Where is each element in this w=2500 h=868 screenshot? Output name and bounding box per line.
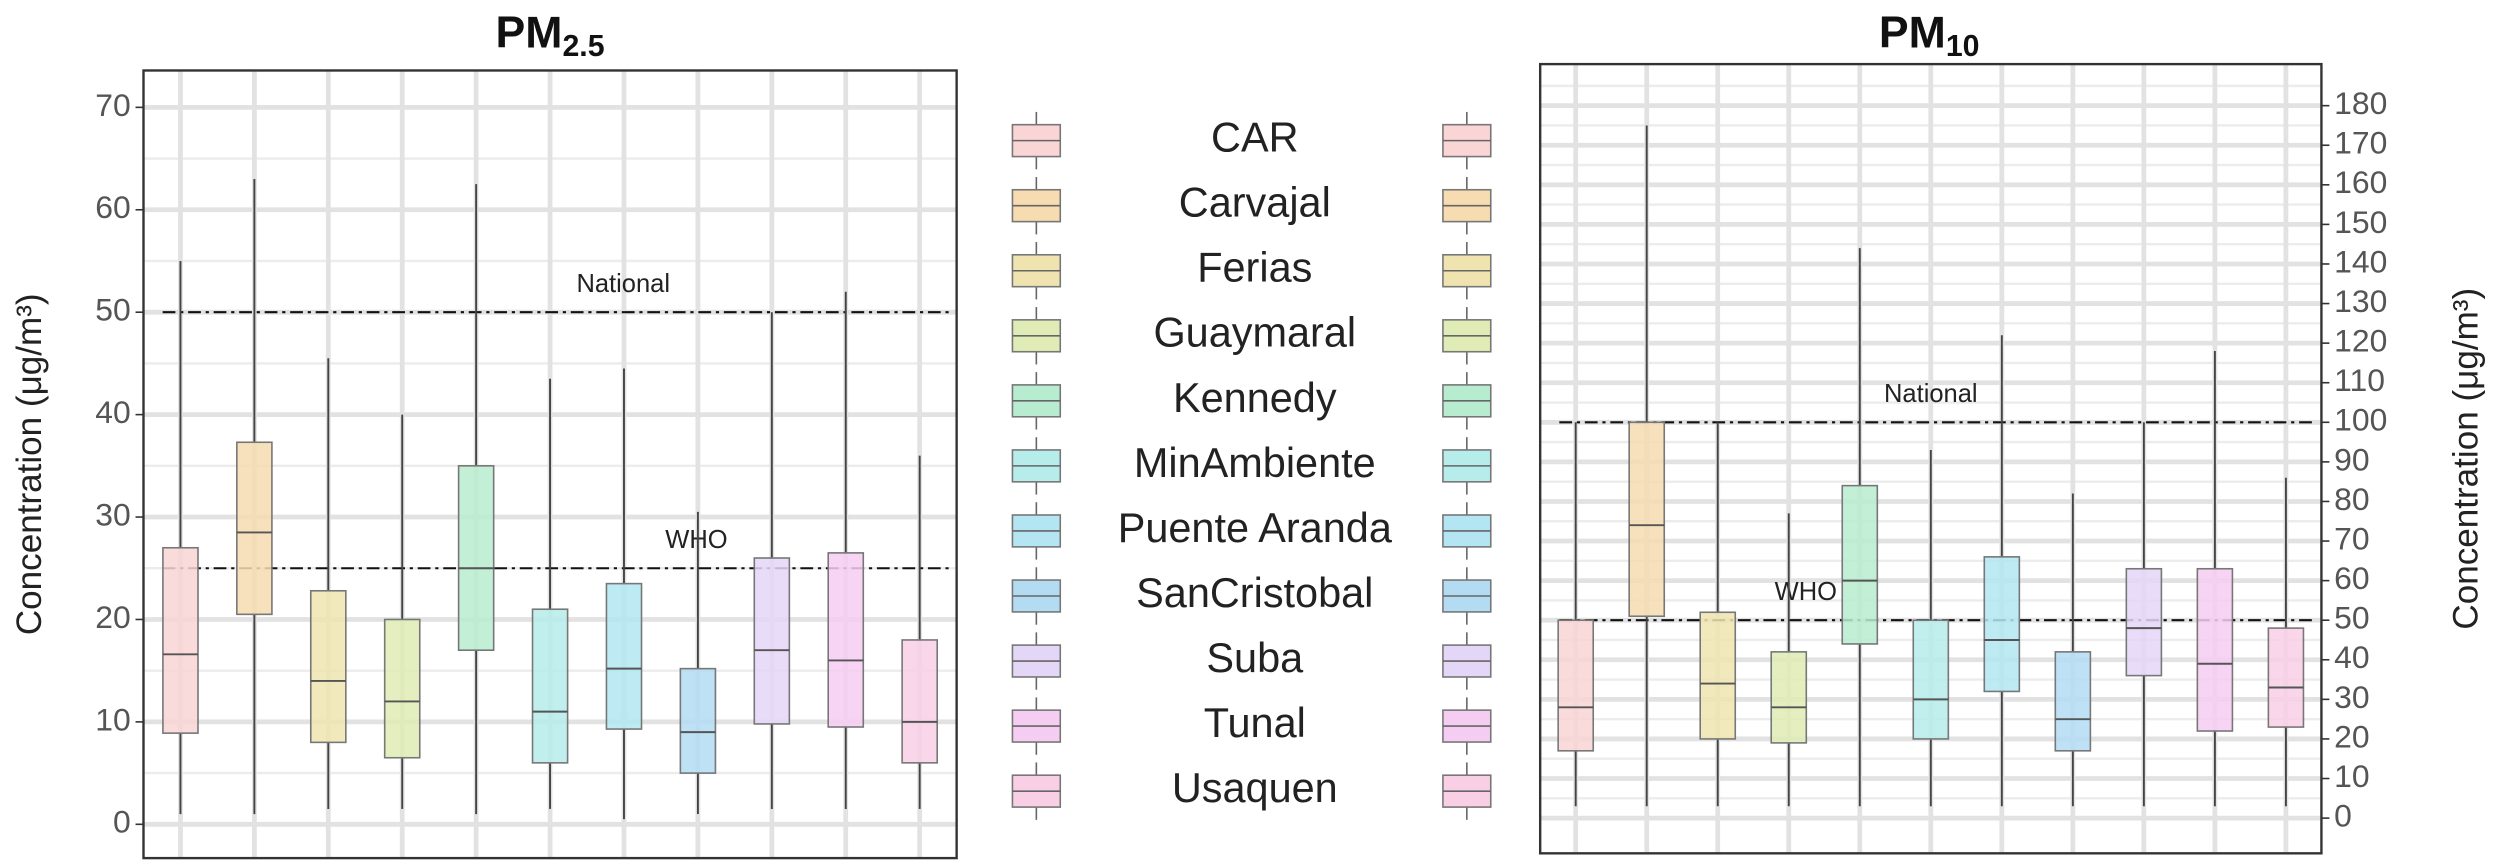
title-main: PM bbox=[496, 8, 563, 57]
y-tick-label: 30 bbox=[2334, 679, 2369, 715]
y-tick-label: 110 bbox=[2334, 362, 2385, 398]
reference-label: National bbox=[1884, 380, 1978, 408]
box bbox=[309, 589, 347, 744]
title-main: PM bbox=[1879, 8, 1946, 57]
chart-title: PM2.5 bbox=[496, 8, 605, 63]
box bbox=[1628, 421, 1666, 618]
legend-label: SanCristobal bbox=[1136, 569, 1373, 616]
reference-label: WHO bbox=[1775, 578, 1837, 606]
box bbox=[457, 465, 495, 651]
box bbox=[162, 546, 199, 734]
reference-label: National bbox=[576, 270, 670, 298]
box bbox=[1983, 556, 2021, 693]
y-tick-label: 140 bbox=[2334, 243, 2387, 279]
y-tick-label: 130 bbox=[2334, 283, 2387, 319]
reference-label: WHO bbox=[665, 526, 727, 554]
title-subscript: 10 bbox=[1946, 30, 1980, 63]
box bbox=[2125, 567, 2163, 677]
box bbox=[753, 557, 791, 725]
plot-border bbox=[1538, 62, 2323, 855]
box bbox=[605, 582, 643, 730]
box bbox=[531, 608, 569, 764]
box bbox=[2054, 651, 2092, 752]
y-tick-label: 80 bbox=[2334, 481, 2369, 517]
y-tick-label: 10 bbox=[95, 701, 130, 737]
box bbox=[1557, 619, 1595, 752]
y-tick-label: 70 bbox=[95, 87, 130, 123]
box bbox=[2267, 627, 2305, 728]
box bbox=[2196, 567, 2234, 732]
box bbox=[679, 667, 717, 774]
box bbox=[383, 618, 421, 759]
box bbox=[1841, 484, 1879, 645]
legend-label: Puente Aranda bbox=[1118, 504, 1393, 551]
y-tick-label: 170 bbox=[2334, 125, 2387, 161]
y-tick-label: 150 bbox=[2334, 204, 2387, 240]
y-axis-label: Concentration (μg/m³) bbox=[10, 293, 49, 635]
y-tick-label: 40 bbox=[2334, 639, 2369, 675]
y-tick-label: 40 bbox=[95, 394, 130, 430]
y-tick-label: 90 bbox=[2334, 441, 2369, 477]
legend-label: Usaquen bbox=[1172, 764, 1338, 811]
chart-title: PM10 bbox=[1879, 8, 1980, 63]
legend-label: MinAmbiente bbox=[1134, 439, 1376, 486]
y-tick-label: 160 bbox=[2334, 164, 2387, 200]
y-tick-label: 50 bbox=[2334, 600, 2369, 636]
y-tick-label: 120 bbox=[2334, 323, 2387, 359]
legend-label: Guaymaral bbox=[1153, 309, 1356, 356]
legend-label: Ferias bbox=[1197, 244, 1312, 291]
legend-label: Carvajal bbox=[1179, 179, 1331, 226]
box bbox=[1912, 619, 1950, 740]
box bbox=[1699, 611, 1737, 740]
plot-border bbox=[142, 69, 958, 860]
y-axis-label: Concentration (μg/m³) bbox=[2446, 288, 2485, 630]
y-tick-label: 70 bbox=[2334, 520, 2369, 556]
box bbox=[1770, 651, 1808, 744]
legend-label: Tunal bbox=[1204, 699, 1306, 746]
legend-label: Suba bbox=[1206, 634, 1304, 681]
y-tick-label: 10 bbox=[2334, 758, 2369, 794]
box bbox=[827, 552, 865, 728]
title-subscript: 2.5 bbox=[562, 30, 604, 63]
y-tick-label: 0 bbox=[2334, 798, 2352, 834]
y-tick-label: 60 bbox=[95, 189, 130, 225]
y-tick-label: 30 bbox=[95, 496, 130, 532]
y-tick-label: 100 bbox=[2334, 402, 2387, 438]
y-tick-label: 50 bbox=[95, 292, 130, 328]
box bbox=[236, 441, 273, 616]
y-tick-label: 0 bbox=[113, 804, 131, 840]
box bbox=[901, 639, 939, 764]
y-tick-label: 180 bbox=[2334, 85, 2387, 121]
legend-label: CAR bbox=[1211, 114, 1299, 161]
legend-label: Kennedy bbox=[1173, 374, 1337, 421]
y-tick-label: 20 bbox=[95, 599, 130, 635]
y-tick-label: 60 bbox=[2334, 560, 2369, 596]
y-tick-label: 20 bbox=[2334, 718, 2369, 754]
